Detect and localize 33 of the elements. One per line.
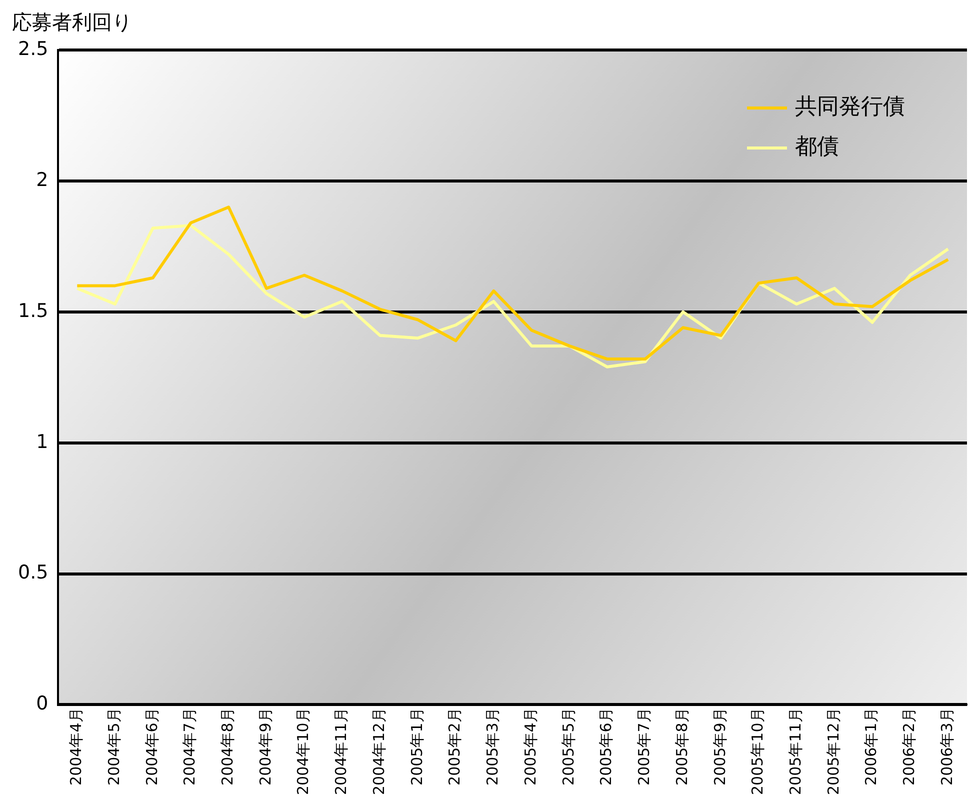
- x-tick-label: 2004年9月: [256, 708, 274, 786]
- y-tick-label: 0: [36, 692, 48, 715]
- x-tick-label: 2005年9月: [710, 708, 729, 786]
- x-tick-label: 2005年4月: [521, 708, 540, 786]
- x-tick-label: 2005年1月: [408, 708, 426, 786]
- x-tick-label: 2004年4月: [67, 708, 86, 786]
- x-tick-label: 2006年3月: [938, 708, 956, 786]
- legend-label: 共同発行債: [795, 94, 905, 120]
- x-tick-label: 2005年7月: [635, 708, 654, 786]
- y-tick-label: 0.5: [18, 562, 48, 584]
- x-tick-label: 2004年10月: [294, 708, 312, 796]
- x-tick-label: 2005年2月: [446, 708, 464, 786]
- y-tick-label: 1: [36, 430, 48, 453]
- y-tick-label: 2: [36, 168, 48, 191]
- x-tick-label: 2004年8月: [218, 708, 237, 786]
- x-tick-label: 2005年3月: [484, 708, 502, 786]
- x-tick-label: 2005年11月: [786, 708, 804, 796]
- y-tick-label: 1.5: [18, 300, 48, 322]
- x-tick-label: 2004年12月: [370, 708, 388, 796]
- x-tick-label: 2004年7月: [180, 708, 199, 786]
- x-tick-label: 2005年12月: [824, 708, 842, 796]
- x-tick-label: 2005年8月: [672, 708, 691, 786]
- x-tick-label: 2005年6月: [597, 708, 616, 786]
- x-tick-label: 2006年1月: [862, 708, 880, 786]
- x-tick-label: 2005年10月: [748, 708, 767, 796]
- y-tick-label: 2.5: [18, 38, 48, 60]
- x-tick-label: 2004年5月: [104, 708, 123, 786]
- x-tick-label: 2005年5月: [559, 708, 578, 786]
- x-tick-label: 2004年11月: [332, 708, 350, 796]
- legend-label: 都債: [795, 134, 839, 160]
- x-tick-label: 2006年2月: [900, 708, 918, 786]
- y-axis-title: 応募者利回り: [12, 10, 132, 34]
- x-tick-label: 2004年6月: [142, 708, 161, 786]
